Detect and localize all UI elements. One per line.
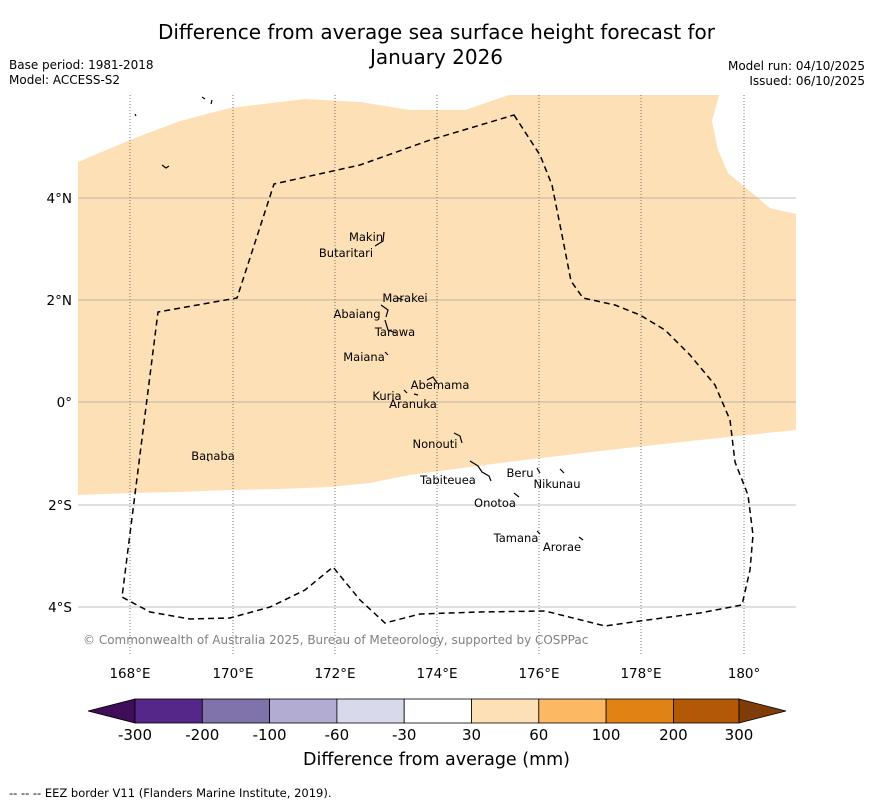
colorbar-bin-1 — [134, 698, 203, 724]
lon-tick-174e: 174°E — [416, 666, 457, 682]
coast-nikunau — [559, 468, 565, 474]
colorbar-bin-2 — [201, 698, 271, 724]
coast-banaba — [206, 458, 210, 462]
gridlines — [78, 95, 796, 655]
coast-islet-2 — [161, 164, 170, 169]
coast-islet-3 — [201, 96, 206, 100]
longitude-tick-labels: 168°E 170°E 172°E 174°E 176°E 178°E 180° — [109, 666, 760, 682]
colorbar-tick-labels: -300 -200 -100 -60 -30 30 60 100 200 300 — [118, 726, 753, 744]
coast-marakei — [397, 297, 404, 301]
island-label-maiana: Maiana — [343, 350, 385, 364]
colorbar-bin-3 — [269, 698, 338, 724]
island-label-tarawa: Tarawa — [374, 325, 415, 339]
title-line-1: Difference from average sea surface heig… — [157, 20, 716, 44]
lat-tick-0: 0° — [57, 395, 72, 411]
copyright-notice: © Commonwealth of Australia 2025, Bureau… — [83, 633, 588, 647]
base-period: Base period: 1981-2018 — [9, 58, 154, 72]
map-title: Difference from average sea surface heig… — [0, 20, 873, 70]
colorbar-label: Difference from average (mm) — [302, 750, 571, 770]
colorbar-tick: 200 — [659, 726, 688, 744]
lon-tick-170e: 170°E — [212, 666, 253, 682]
coast-aranuka — [413, 393, 419, 396]
colorbar-bin-9 — [673, 698, 740, 724]
island-label-beru: Beru — [507, 466, 534, 480]
latitude-tick-labels: 4°N 2°N 0° 2°S 4°S — [47, 191, 72, 616]
colorbar-tick: 30 — [462, 726, 481, 744]
island-outlines — [134, 96, 584, 541]
coast-tabiteuea — [469, 460, 492, 482]
colorbar-tick: 100 — [592, 726, 621, 744]
coast-islet-1 — [134, 113, 137, 117]
colorbar-bin-7 — [538, 698, 607, 724]
island-label-tamana: Tamana — [493, 531, 539, 545]
coast-maiana — [384, 351, 389, 356]
colorbar-tick: -100 — [253, 726, 287, 744]
island-label-aranuka: Aranuka — [389, 397, 437, 411]
island-label-kuria: Kuria — [372, 389, 401, 403]
lat-tick-2n: 2°N — [47, 293, 72, 309]
island-label-onotoa: Onotoa — [474, 496, 516, 510]
colorbar-tick: 300 — [725, 726, 754, 744]
colorbar-bin-5 — [403, 698, 472, 724]
coast-tamana — [536, 530, 541, 535]
lon-tick-172e: 172°E — [314, 666, 355, 682]
colorbar-bin-4 — [336, 698, 405, 724]
coast-arorae — [578, 536, 584, 541]
issued-date: Issued: 06/10/2025 — [749, 74, 865, 88]
lon-tick-178e: 178°E — [620, 666, 661, 682]
lon-tick-168e: 168°E — [109, 666, 150, 682]
lon-tick-176e: 176°E — [518, 666, 559, 682]
coast-onotoa — [513, 492, 520, 498]
coast-abemama — [426, 376, 438, 384]
island-labels: Makin Butaritari Marakei Abaiang Tarawa … — [191, 230, 581, 554]
title-line-2: January 2026 — [369, 45, 504, 69]
colorbar-bin-8 — [605, 698, 674, 724]
colorbar-extend-low — [87, 698, 136, 724]
lat-tick-4n: 4°N — [47, 191, 72, 207]
anomaly-region-30-60mm — [78, 95, 796, 495]
island-label-nikunau: Nikunau — [533, 477, 580, 491]
coast-abaiang — [380, 304, 389, 318]
colorbar-tick: -30 — [392, 726, 417, 744]
coast-butaritari — [374, 231, 385, 247]
eez-footnote: -- -- -- EEZ border V11 (Flanders Marine… — [9, 786, 332, 800]
meta-left: Base period: 1981-2018 Model: ACCESS-S2 — [9, 58, 154, 88]
colorbar — [87, 698, 787, 724]
lat-tick-4s: 4°S — [48, 600, 72, 616]
lat-tick-2s: 2°S — [48, 498, 72, 514]
island-label-banaba: Banaba — [191, 449, 235, 463]
island-label-abaiang: Abaiang — [333, 307, 380, 321]
island-label-butaritari: Butaritari — [319, 246, 373, 260]
colorbar-tick: -60 — [325, 726, 350, 744]
coast-beru — [536, 467, 541, 474]
island-label-nonouti: Nonouti — [413, 437, 458, 451]
colorbar-extend-high — [738, 698, 787, 724]
colorbar-tick: 60 — [529, 726, 548, 744]
coast-nonouti — [453, 432, 463, 444]
island-label-tabiteuea: Tabiteuea — [419, 473, 476, 487]
coast-tarawa — [384, 319, 397, 334]
model-run: Model run: 04/10/2025 — [727, 59, 865, 73]
island-label-arorae: Arorae — [543, 540, 581, 554]
island-label-marakei: Marakei — [382, 291, 427, 305]
colorbar-bin-6 — [471, 698, 540, 724]
coast-kuria — [403, 389, 408, 394]
model-name: Model: ACCESS-S2 — [9, 73, 121, 87]
meta-right: Model run: 04/10/2025 Issued: 06/10/2025 — [728, 59, 865, 89]
lon-tick-180: 180° — [728, 666, 761, 682]
eez-border — [121, 114, 754, 627]
island-label-abemama: Abemama — [411, 378, 470, 392]
colorbar-tick: -200 — [185, 726, 219, 744]
coast-islet-4 — [210, 99, 213, 105]
map-plot-area — [78, 95, 796, 495]
island-label-makin: Makin — [349, 230, 383, 244]
colorbar-tick: -300 — [118, 726, 152, 744]
